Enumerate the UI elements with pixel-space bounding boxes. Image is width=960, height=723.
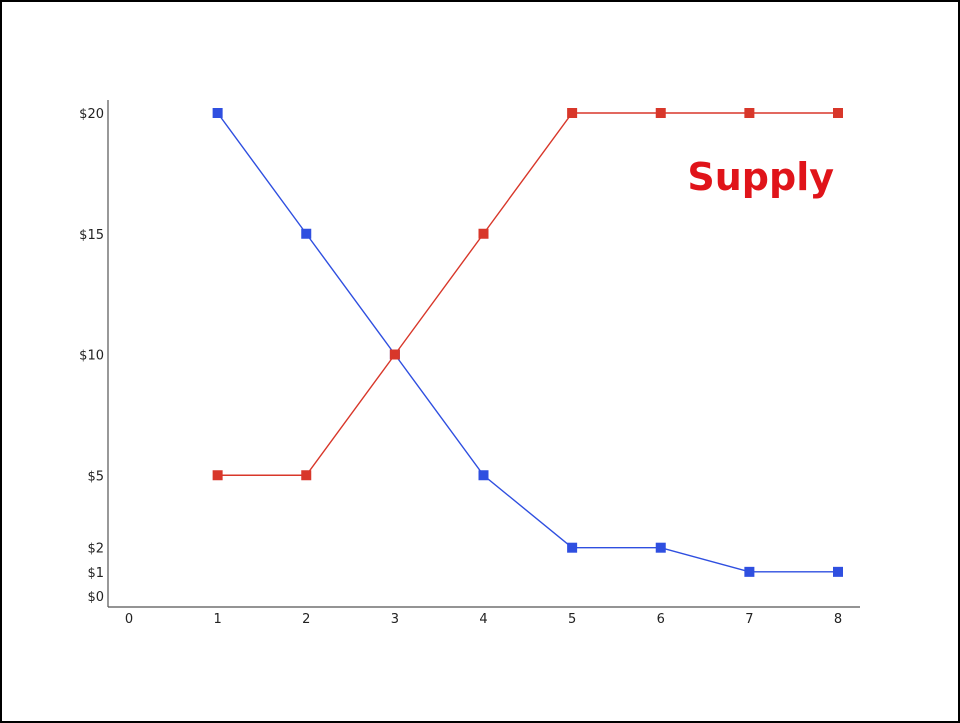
annotations: Supply	[687, 155, 834, 199]
data-point	[567, 108, 578, 118]
supply-annotation: Supply	[687, 155, 834, 199]
x-tick-label: 8	[834, 612, 842, 627]
data-point	[212, 108, 223, 118]
data-point	[478, 228, 489, 239]
data-point	[655, 108, 666, 118]
x-tick-label: 3	[391, 612, 399, 627]
x-tick-label: 5	[568, 612, 576, 627]
y-tick-label: $2	[87, 542, 104, 557]
y-tick-label: $10	[79, 349, 104, 364]
series-line	[217, 112, 838, 476]
y-tick-label: $5	[87, 469, 104, 484]
y-tick-label: $15	[79, 228, 104, 243]
data-point	[833, 108, 843, 118]
x-axis-ticks: 0 1 2 3 4 5 6 7 8	[125, 612, 842, 627]
y-axis-ticks: $0 $1 $2 $5 $10 $15 $20	[79, 107, 104, 605]
x-tick-label: 0	[125, 612, 133, 627]
data-point	[301, 228, 312, 239]
x-tick-label: 4	[479, 612, 487, 627]
data-point	[301, 470, 312, 481]
y-tick-label: $20	[79, 107, 104, 122]
data-point	[478, 470, 489, 481]
data-point	[744, 566, 755, 577]
series-red	[212, 108, 843, 481]
data-point	[567, 542, 578, 553]
x-tick-label: 6	[657, 612, 665, 627]
data-point	[389, 349, 400, 360]
data-point	[655, 542, 666, 553]
y-tick-label: $1	[87, 566, 104, 581]
series-line	[217, 112, 838, 573]
x-tick-label: 1	[213, 612, 221, 627]
y-tick-label: $0	[87, 590, 104, 605]
data-point	[833, 566, 843, 577]
series-blue	[212, 108, 843, 577]
data-point	[744, 108, 755, 118]
data-point	[212, 470, 223, 481]
axes	[107, 100, 860, 608]
series-lines	[212, 108, 843, 577]
x-tick-label: 7	[745, 612, 753, 627]
x-tick-label: 2	[302, 612, 310, 627]
